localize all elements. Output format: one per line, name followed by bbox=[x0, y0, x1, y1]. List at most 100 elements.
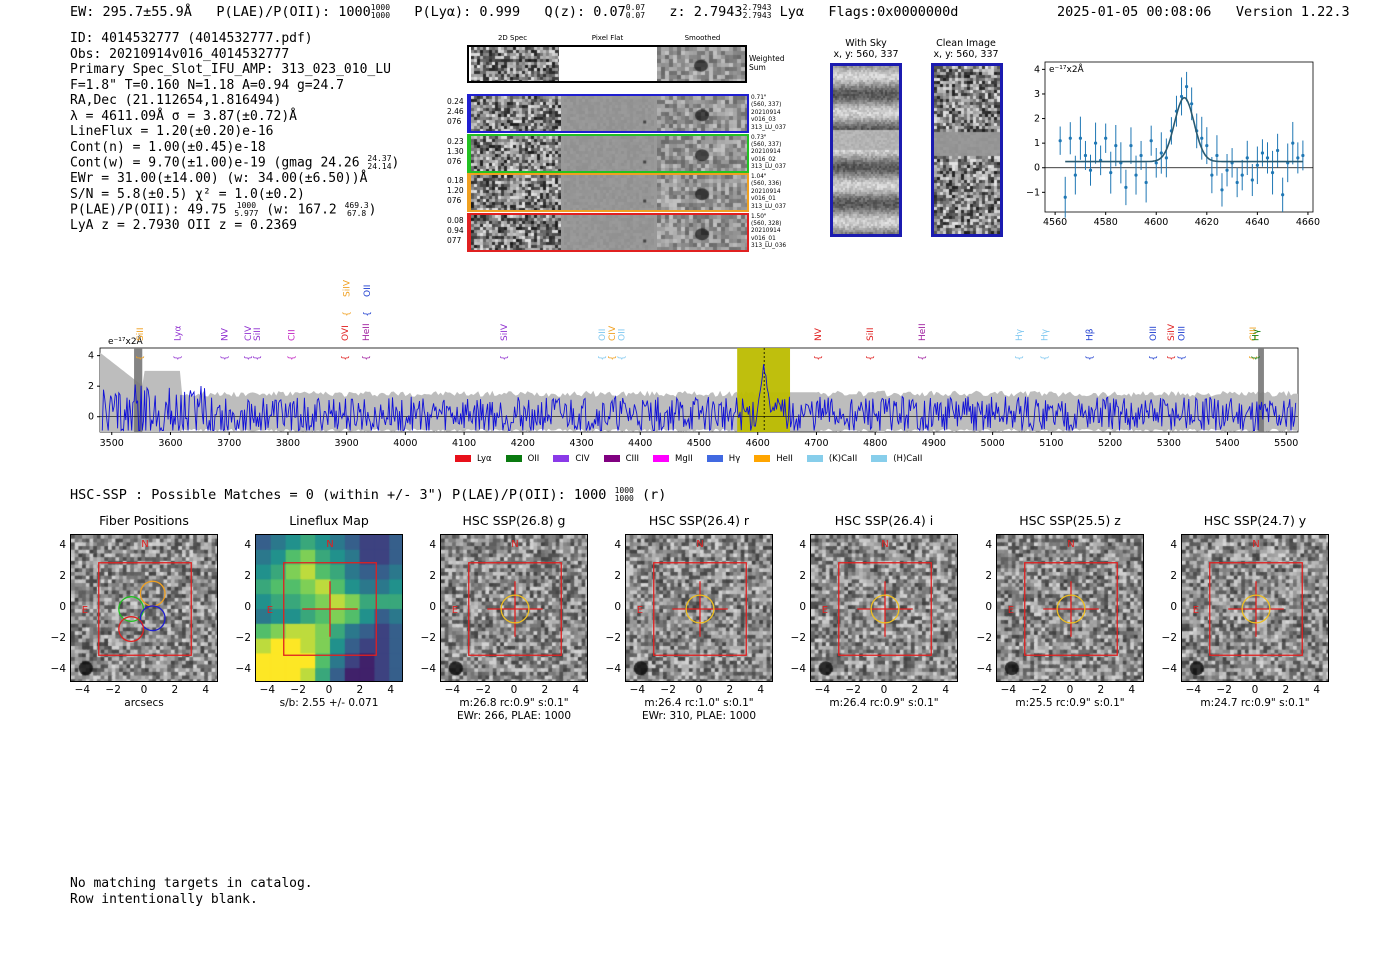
col-title-pixelflat: Pixel Flat bbox=[591, 34, 624, 42]
x-tick: −4 bbox=[629, 684, 646, 696]
cutout-row-meta: 1.50" (560, 328) 20210914 v016_01 313_LU_036 bbox=[751, 213, 787, 250]
svg-text:{: { bbox=[341, 355, 351, 361]
fit-units: e⁻¹⁷x2Å bbox=[1049, 63, 1085, 75]
plya-value: P(Lyα): 0.999 bbox=[414, 4, 521, 20]
x-tick: 5400 bbox=[1215, 438, 1239, 449]
legend-swatch bbox=[455, 455, 471, 462]
cutout-smoothed bbox=[657, 96, 747, 131]
z-line: Lyα bbox=[779, 4, 804, 20]
data-point bbox=[1200, 136, 1204, 140]
data-point bbox=[1109, 171, 1113, 175]
y-tick: 0 bbox=[59, 601, 66, 613]
x-tick: 4600 bbox=[1144, 217, 1168, 228]
masked-region bbox=[134, 348, 143, 432]
hsc-panel-xlabel: m:26.8 rc:0.9" s:0.1" bbox=[459, 697, 569, 709]
legend-item: MgII bbox=[653, 454, 693, 464]
emission-line-label: OII { bbox=[598, 329, 608, 361]
svg-text:{: { bbox=[1040, 355, 1050, 361]
hsc-panel-title: HSC SSP(26.4) r bbox=[648, 513, 750, 528]
data-point bbox=[1240, 173, 1244, 177]
x-tick: 4640 bbox=[1245, 217, 1269, 228]
lineflux-line: LineFlux = 1.20(±0.20)e-16 bbox=[70, 124, 274, 139]
data-point bbox=[1210, 173, 1214, 177]
svg-text:E: E bbox=[1193, 605, 1199, 616]
timestamp: 2025-01-05 00:08:06 bbox=[1057, 4, 1212, 20]
svg-text:Hγ: Hγ bbox=[1252, 328, 1262, 341]
hsc-panel-xlabel: m:25.5 rc:0.9" s:0.1" bbox=[1015, 697, 1125, 709]
y-tick: 2 bbox=[1034, 114, 1040, 125]
y-tick: 2 bbox=[429, 570, 436, 583]
x-tick: 4300 bbox=[569, 438, 593, 449]
svg-text:{: { bbox=[1249, 355, 1259, 361]
y-tick: −2 bbox=[420, 631, 436, 644]
y-tick: 4 bbox=[614, 539, 621, 552]
svg-text:{: { bbox=[136, 355, 146, 361]
legend-item: Hγ bbox=[706, 454, 740, 464]
y-tick: 4 bbox=[244, 539, 251, 552]
pixel-image bbox=[997, 535, 1143, 681]
clean-image bbox=[931, 63, 1003, 237]
svg-text:{: { bbox=[244, 355, 254, 361]
cutout-2dspec bbox=[471, 175, 561, 210]
x-tick: −2 bbox=[1031, 684, 1047, 696]
x-tick: 5300 bbox=[1157, 438, 1181, 449]
y-tick: 4 bbox=[1170, 539, 1177, 552]
data-point bbox=[1139, 153, 1143, 158]
spectrum-legend: Lyα OII CIV CIII MgII Hγ HeII (K)CaII (H)CaII bbox=[455, 447, 936, 466]
x-tick: 0 bbox=[325, 684, 333, 696]
y-tick: 4 bbox=[985, 539, 992, 552]
hsc-panel-sub2: EWr: 310, PLAE: 1000 bbox=[641, 710, 757, 722]
data-point bbox=[1073, 173, 1077, 177]
x-tick: 4 bbox=[572, 684, 579, 696]
x-tick: 4700 bbox=[804, 438, 828, 449]
x-tick: 4 bbox=[1128, 684, 1135, 696]
svg-text:SiIV: SiIV bbox=[1167, 323, 1177, 341]
catalog-note-line1: No matching targets in catalog. bbox=[70, 876, 313, 891]
pixel-image bbox=[1182, 535, 1328, 681]
legend-item: Lyα bbox=[455, 454, 492, 464]
legend-swatch bbox=[653, 455, 670, 462]
emission-line-label: HeII { bbox=[918, 323, 928, 360]
y-tick: −2 bbox=[50, 631, 66, 644]
hsc-panel-overlay: NE bbox=[1008, 539, 1118, 656]
emission-line-label: HeII { bbox=[362, 323, 372, 360]
cutout-row-stats: 0.24 2.46 076 bbox=[447, 97, 464, 126]
x-tick: 5100 bbox=[1039, 438, 1063, 449]
x-tick: 3700 bbox=[217, 438, 241, 449]
data-point bbox=[1114, 144, 1118, 148]
x-tick: 3900 bbox=[335, 438, 359, 449]
x-tick: 0 bbox=[880, 684, 888, 696]
svg-text:{: { bbox=[918, 355, 928, 361]
x-tick: 4 bbox=[387, 684, 394, 696]
x-tick: 4 bbox=[1313, 684, 1320, 696]
x-tick: 2 bbox=[171, 684, 179, 696]
data-point bbox=[1154, 161, 1158, 165]
y-tick: 0 bbox=[614, 601, 621, 613]
weighted-sum-panel bbox=[467, 45, 747, 83]
emission-line-label: OII { bbox=[363, 285, 373, 317]
sn-line: S/N = 5.8(±0.5) χ² = 1.0(±0.2) bbox=[70, 186, 305, 202]
masked-region bbox=[1258, 348, 1264, 432]
y-tick: 0 bbox=[88, 412, 94, 423]
cutout-pixelflat bbox=[564, 214, 654, 250]
svg-text:E: E bbox=[267, 605, 273, 616]
svg-text:{: { bbox=[617, 355, 627, 361]
svg-text:E: E bbox=[822, 605, 828, 616]
y-tick: −2 bbox=[790, 631, 806, 644]
y-tick: 2 bbox=[59, 570, 66, 583]
data-point bbox=[1179, 94, 1184, 99]
lineflux-heatmap bbox=[256, 535, 402, 681]
svg-text:Hβ: Hβ bbox=[1086, 328, 1096, 341]
ewr-line: EWr = 31.00(±14.00) (w: 34.00(±6.50))Å bbox=[70, 171, 368, 186]
svg-text:CIII: CIII bbox=[1249, 327, 1259, 341]
svg-text:{: { bbox=[1086, 355, 1096, 361]
cutout-row bbox=[467, 212, 749, 252]
cutout-row-stats: 0.18 1.20 076 bbox=[447, 176, 464, 205]
svg-text:{: { bbox=[866, 355, 876, 361]
y-tick: −4 bbox=[50, 662, 66, 675]
detection-info: ID: 4014532777 (4014532777.pdf) Obs: 202… bbox=[70, 31, 399, 234]
spectrum-units: e⁻¹⁷x2Å bbox=[108, 335, 144, 347]
